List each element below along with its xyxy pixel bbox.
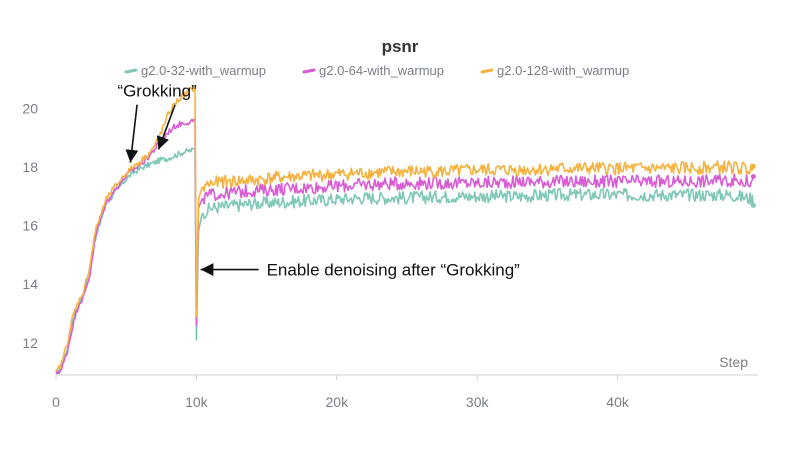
legend-label: g2.0-64-with_warmup [319, 63, 444, 78]
series-end-point [750, 202, 756, 208]
y-tick-label: 12 [22, 335, 38, 351]
legend-item: g2.0-32-with_warmup [124, 63, 266, 78]
y-tick-label: 20 [22, 100, 38, 116]
series-end-point [750, 173, 756, 179]
legend: g2.0-32-with_warmup g2.0-64-with_warmup g2… [124, 63, 629, 78]
x-tick-label: 40k [606, 394, 630, 410]
annotation-arrow [156, 104, 176, 150]
x-tick-label: 10k [185, 394, 209, 410]
annotations: “Grokking” Enable denoising after “Grokk… [117, 82, 520, 280]
y-tick-label: 18 [22, 159, 38, 175]
legend-swatch [302, 68, 316, 74]
x-tick-label: 20k [326, 394, 350, 410]
chart-title: psnr [382, 37, 419, 56]
legend-label: g2.0-32-with_warmup [141, 63, 266, 78]
legend-label: g2.0-128-with_warmup [497, 63, 629, 78]
y-tick-label: 16 [22, 218, 38, 234]
annotation-arrows [125, 104, 259, 276]
annotation-grokking: “Grokking” [117, 82, 197, 101]
x-tick-label: 30k [466, 394, 490, 410]
y-ticks: 12 14 16 18 20 [22, 100, 38, 350]
legend-item: g2.0-64-with_warmup [302, 63, 444, 78]
legend-swatch [124, 68, 138, 74]
series-layer [55, 85, 756, 375]
y-tick-label: 14 [22, 276, 38, 292]
legend-item: g2.0-128-with_warmup [480, 63, 629, 78]
legend-swatch [480, 68, 494, 74]
series-line-g2.0-128-with_warmup [55, 85, 755, 372]
series-line-g2.0-32-with_warmup [55, 147, 755, 374]
annotation-arrow [125, 104, 139, 163]
x-axis-label: Step [719, 354, 748, 370]
annotation-enable-denoising: Enable denoising after “Grokking” [267, 261, 521, 280]
x-tick-label: 0 [52, 394, 60, 410]
series-line-g2.0-64-with_warmup [55, 118, 755, 375]
plot-area: 0 10k 20k 30k 40k 12 14 16 18 20 Step [22, 85, 758, 410]
x-ticks: 0 10k 20k 30k 40k [52, 375, 630, 410]
series-end-point [750, 163, 756, 169]
